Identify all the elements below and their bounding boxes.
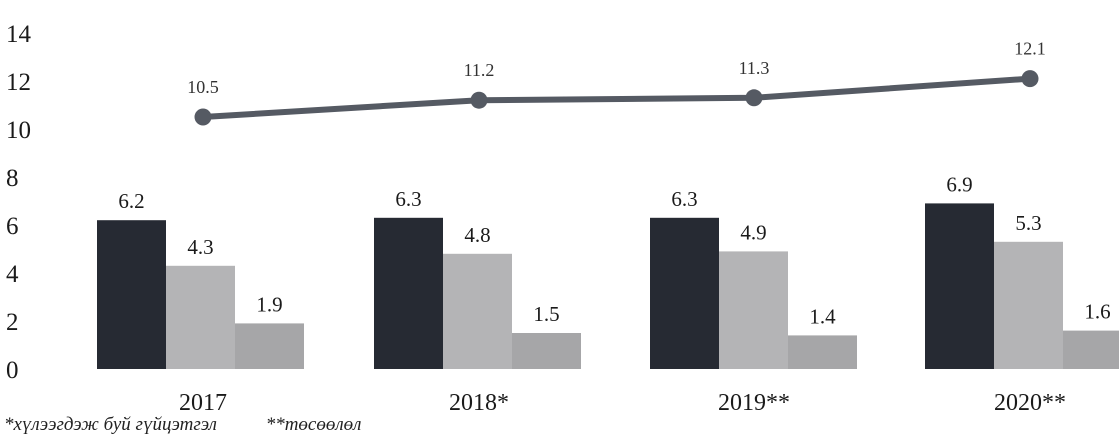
bars (97, 203, 1119, 369)
bar-value-label: 6.3 (671, 187, 697, 211)
bar (994, 242, 1063, 369)
bar-value-label: 1.9 (256, 292, 282, 316)
line-value-label: 12.1 (1014, 39, 1046, 59)
bar-value-label: 1.4 (809, 304, 836, 328)
x-category-label: 2018* (449, 390, 509, 416)
line-point (746, 89, 763, 106)
y-tick-label: 8 (6, 165, 19, 192)
bar (650, 218, 719, 369)
bar-value-label: 1.6 (1084, 300, 1110, 324)
bar-value-label: 6.9 (946, 172, 972, 196)
bar-value-label: 6.2 (118, 189, 144, 213)
x-category-label: 2017 (179, 390, 227, 416)
line-point (195, 109, 212, 126)
bar-value-label: 4.9 (740, 220, 766, 244)
bar (166, 266, 235, 369)
bar-value-label: 5.3 (1015, 211, 1041, 235)
bar (788, 335, 857, 369)
total-line: 10.5 11.2 11.3 12.1 (187, 39, 1046, 126)
x-category-label: 2020** (994, 390, 1066, 416)
y-axis-ticks: 0 2 4 6 8 10 12 14 (6, 21, 32, 384)
bar (719, 251, 788, 369)
bar-value-label: 6.3 (395, 187, 421, 211)
x-axis-labels: 2017 2018* 2019** 2020** (179, 390, 1066, 416)
y-tick-label: 2 (6, 309, 19, 336)
y-tick-label: 6 (6, 213, 19, 240)
y-tick-label: 4 (6, 261, 19, 288)
footnotes: *хүлээгдэж буй гүйцэтгэл **төсөөлөл (4, 414, 405, 436)
bar (443, 254, 512, 369)
bar (1063, 331, 1119, 369)
y-tick-label: 14 (6, 21, 32, 48)
bar-value-label: 1.5 (533, 302, 559, 326)
line-value-label: 10.5 (187, 77, 219, 97)
bar (97, 220, 166, 369)
y-tick-label: 12 (6, 69, 31, 96)
line-series (203, 79, 1030, 117)
line-value-label: 11.3 (739, 58, 770, 78)
y-tick-label: 10 (6, 117, 31, 144)
bar (512, 333, 581, 369)
bar (235, 323, 304, 369)
bar-value-label: 4.8 (464, 223, 490, 247)
line-point (471, 92, 488, 109)
footnote-forecast: **төсөөлөл (266, 414, 362, 435)
bar (925, 203, 994, 369)
line-value-label: 11.2 (464, 60, 495, 80)
footnote-expected: *хүлээгдэж буй гүйцэтгэл (4, 414, 217, 435)
bar-value-label: 4.3 (187, 235, 213, 259)
y-tick-label: 0 (6, 357, 19, 384)
x-category-label: 2019** (718, 390, 790, 416)
bar (374, 218, 443, 369)
line-point (1022, 70, 1039, 87)
